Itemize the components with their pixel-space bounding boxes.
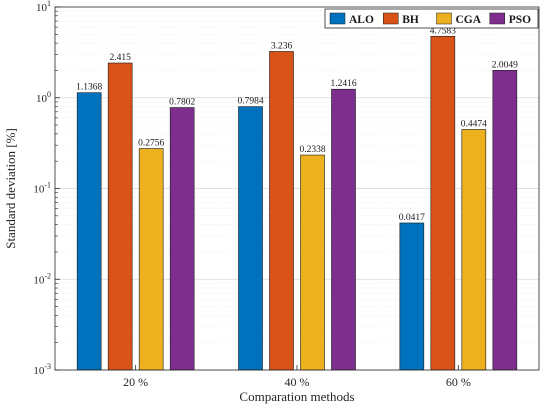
- legend-swatch-pso: [489, 12, 505, 25]
- legend-swatch-alo: [329, 12, 346, 25]
- bar-bh: [430, 35, 456, 371]
- legend-label: ALO: [349, 14, 374, 26]
- legend-label: PSO: [509, 14, 531, 26]
- data-label: 0.7802: [169, 98, 195, 108]
- data-label: 2.0049: [492, 60, 518, 70]
- x-tick-label: 60 %: [446, 375, 471, 389]
- x-tick-label: 40 %: [285, 375, 310, 389]
- data-labels: 1.1368 2.415 0.2756 0.7802 0.7984 3.236 0.2338…: [76, 26, 518, 223]
- bar-pso: [169, 107, 195, 371]
- bar-cga: [300, 154, 325, 371]
- y-tick-label: 101: [36, 0, 51, 14]
- bars: [76, 35, 518, 371]
- legend-swatch-bh: [383, 12, 399, 25]
- bar-pso: [331, 88, 356, 371]
- data-label: 4.7583: [430, 26, 456, 36]
- data-label: 1.2416: [330, 79, 356, 89]
- bar-bh: [269, 51, 294, 371]
- bar-alo: [399, 222, 425, 371]
- x-ticks: 20 % 40 % 60 %: [123, 365, 471, 389]
- y-tick-label: 10-1: [33, 181, 51, 196]
- y-axis-label: Standard deviation [%]: [3, 128, 18, 249]
- bar-cga: [461, 129, 487, 371]
- x-axis-label: Comparation methods: [239, 389, 354, 404]
- legend-label: CGA: [456, 14, 482, 26]
- y-tick-label: 10-3: [33, 362, 51, 377]
- bar-alo: [76, 92, 102, 371]
- legend: ALO BH CGA PSO: [324, 8, 539, 29]
- y-tick-label: 100: [36, 90, 51, 105]
- data-label: 0.2756: [138, 139, 164, 149]
- x-tick-label: 20 %: [123, 375, 148, 389]
- bar-cga: [138, 148, 164, 371]
- data-label: 0.7984: [237, 97, 263, 107]
- data-label: 1.1368: [76, 83, 102, 93]
- y-ticks: 10-3 10-2 10-1 100 101: [33, 0, 60, 377]
- data-label: 3.236: [271, 41, 293, 51]
- bar-bh: [107, 62, 133, 371]
- legend-box: [324, 8, 539, 29]
- legend-swatch-cga: [436, 12, 452, 25]
- data-label: 0.4474: [461, 119, 487, 129]
- bar-alo: [238, 106, 263, 371]
- data-label: 0.2338: [299, 145, 325, 155]
- bar-pso: [492, 70, 518, 371]
- y-tick-label: 10-2: [33, 271, 51, 286]
- data-label: 0.0417: [399, 213, 425, 223]
- legend-label: BH: [402, 14, 419, 26]
- data-label: 2.415: [109, 53, 131, 63]
